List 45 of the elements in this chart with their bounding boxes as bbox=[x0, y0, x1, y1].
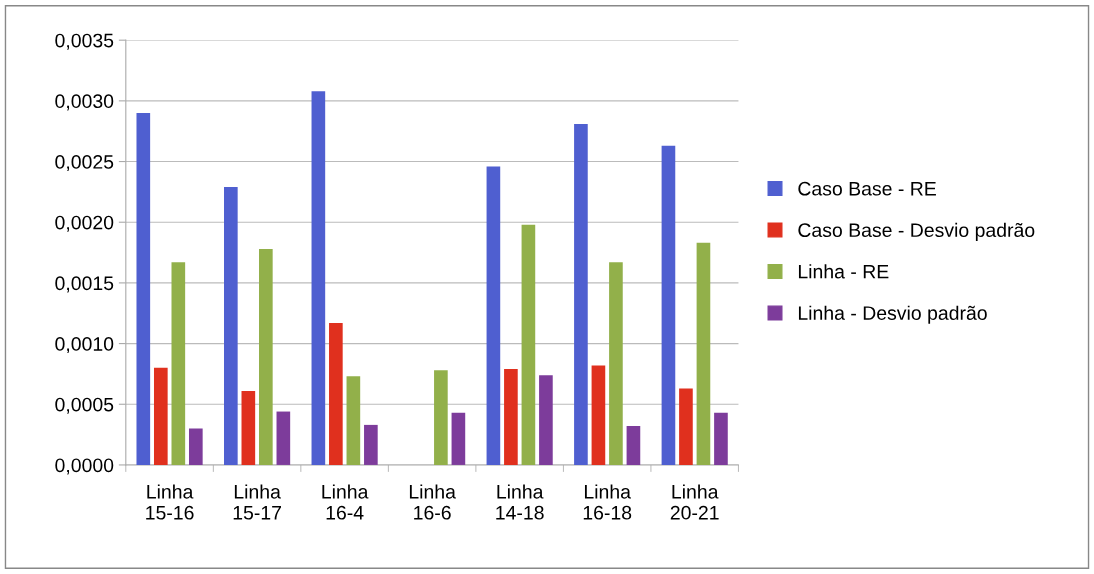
bar bbox=[346, 376, 361, 465]
y-tick-label: 0,0010 bbox=[55, 337, 114, 354]
bar bbox=[626, 426, 641, 465]
x-tick-label: Linha 15-16 bbox=[146, 484, 194, 520]
bar bbox=[574, 123, 588, 465]
x-tick-label: Linha 15-17 bbox=[233, 484, 281, 520]
bar bbox=[136, 113, 151, 465]
bar bbox=[241, 390, 256, 465]
bar bbox=[434, 370, 448, 465]
bar bbox=[521, 224, 536, 465]
y-tick-label: 0,0020 bbox=[55, 215, 114, 232]
bar bbox=[364, 424, 378, 465]
x-tick-label: Linha 16-4 bbox=[322, 484, 369, 520]
x-tick-label: Linha 14-18 bbox=[496, 484, 544, 520]
bar bbox=[486, 166, 501, 465]
y-tick-label: 0,0000 bbox=[55, 458, 114, 475]
y-tick-label: 0,0035 bbox=[55, 33, 114, 50]
y-tick-label: 0,0025 bbox=[55, 155, 114, 172]
bar bbox=[609, 262, 623, 465]
bar bbox=[259, 248, 273, 465]
bar bbox=[224, 187, 238, 465]
bar bbox=[451, 412, 466, 465]
legend-label: Linha - RE bbox=[798, 264, 889, 279]
y-tick-label: 0,0030 bbox=[55, 94, 114, 111]
bar bbox=[153, 367, 168, 465]
bar bbox=[504, 369, 518, 465]
legend-label: Caso Base - RE bbox=[798, 181, 936, 196]
x-tick-label: Linha 20-21 bbox=[670, 484, 719, 520]
bar bbox=[189, 428, 203, 465]
legend-label: Caso Base - Desvio padrão bbox=[798, 222, 1035, 241]
bar bbox=[276, 411, 291, 465]
bar bbox=[679, 388, 693, 465]
legend-label: Linha - Desvio padrão bbox=[798, 305, 987, 324]
bar bbox=[591, 365, 606, 465]
bar bbox=[311, 91, 326, 465]
x-tick-label: Linha 16-18 bbox=[583, 484, 632, 520]
y-tick-label: 0,0015 bbox=[55, 276, 114, 293]
bar bbox=[329, 322, 343, 465]
bar bbox=[171, 262, 186, 465]
bar bbox=[714, 412, 728, 465]
bar bbox=[539, 375, 553, 465]
bar bbox=[661, 145, 676, 465]
x-tick-label: Linha 16-6 bbox=[409, 484, 456, 520]
y-tick-label: 0,0005 bbox=[55, 397, 114, 414]
bar bbox=[696, 242, 711, 465]
